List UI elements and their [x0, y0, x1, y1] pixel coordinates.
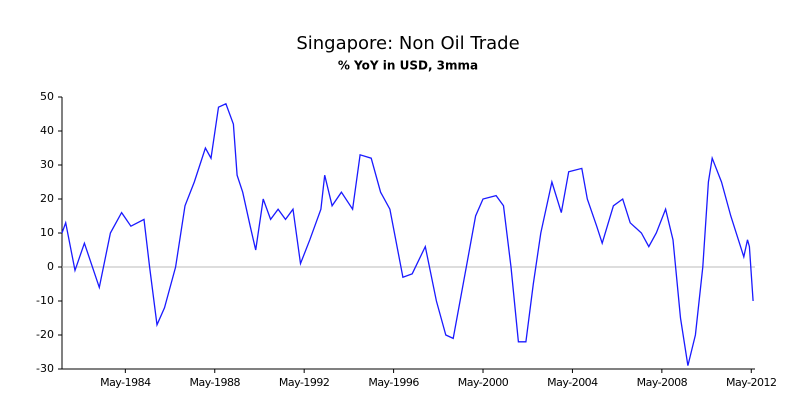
- y-tick-label: 30: [40, 158, 54, 171]
- data-line: [61, 102, 754, 366]
- y-tick-label: 20: [40, 192, 54, 205]
- y-tick-label: -20: [36, 328, 54, 341]
- x-tick-label: May-1984: [100, 376, 151, 389]
- y-tick-label: 0: [47, 260, 54, 273]
- x-tick-label: May-1996: [368, 376, 419, 389]
- x-tick-label: May-2012: [726, 376, 777, 389]
- y-tick-label: -10: [36, 294, 54, 307]
- chart-subtitle: % YoY in USD, 3mma: [338, 59, 478, 73]
- y-tick-label: -30: [36, 362, 54, 375]
- y-tick-label: 50: [40, 90, 54, 103]
- x-tick-label: May-2004: [547, 376, 598, 389]
- x-tick-label: May-1988: [190, 376, 241, 389]
- x-tick-label: May-2008: [637, 376, 688, 389]
- chart-title: Singapore: Non Oil Trade: [296, 33, 519, 54]
- x-tick-label: May-1992: [279, 376, 330, 389]
- x-tick-label: May-2000: [458, 376, 509, 389]
- y-tick-label: 40: [40, 124, 54, 137]
- y-tick-label: 10: [40, 226, 54, 239]
